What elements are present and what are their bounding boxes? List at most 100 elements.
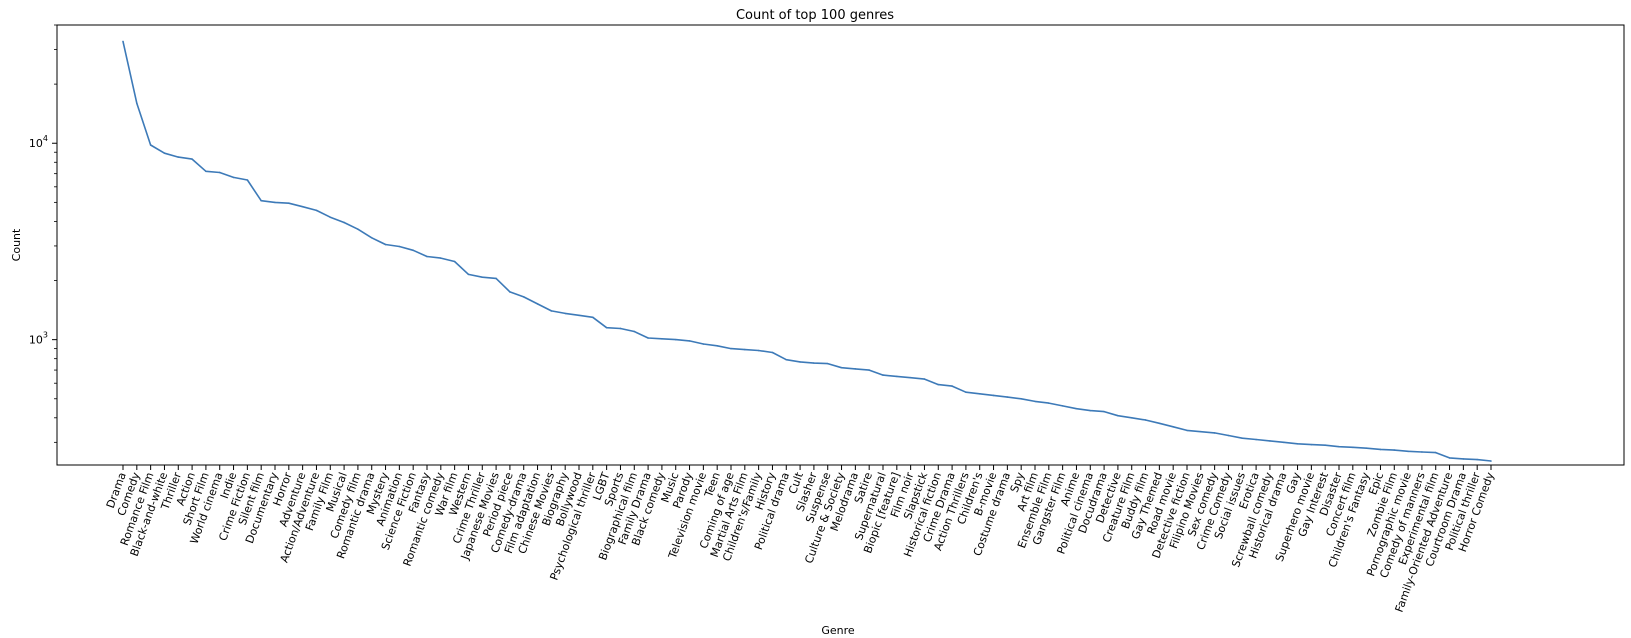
data-point bbox=[1490, 460, 1492, 462]
data-point bbox=[1448, 457, 1451, 459]
data-point bbox=[647, 337, 649, 339]
data-point bbox=[481, 276, 484, 278]
data-point bbox=[1020, 397, 1022, 400]
data-point bbox=[412, 249, 414, 252]
data-point bbox=[550, 310, 553, 312]
data-point bbox=[1269, 440, 1271, 442]
data-point bbox=[1255, 438, 1257, 441]
data-point bbox=[467, 273, 470, 276]
data-point bbox=[149, 144, 152, 146]
data-point bbox=[923, 378, 926, 380]
data-point bbox=[1434, 451, 1437, 454]
data-point bbox=[1462, 458, 1465, 460]
data-point bbox=[218, 171, 221, 174]
data-point bbox=[1296, 442, 1299, 445]
data-point bbox=[978, 392, 981, 395]
data-point bbox=[384, 243, 387, 246]
data-point bbox=[1089, 409, 1092, 412]
data-point bbox=[274, 201, 276, 204]
data-point bbox=[868, 369, 870, 371]
data-point bbox=[661, 337, 663, 340]
chart-title: Count of top 100 genres bbox=[736, 8, 894, 23]
data-point bbox=[826, 362, 829, 365]
data-point bbox=[301, 205, 304, 208]
data-point bbox=[1476, 458, 1478, 461]
data-point bbox=[453, 260, 456, 263]
series-layer bbox=[122, 40, 1492, 462]
data-point bbox=[398, 245, 401, 248]
data-point bbox=[896, 375, 898, 378]
data-point bbox=[633, 330, 636, 333]
data-point bbox=[1324, 444, 1326, 447]
data-point bbox=[122, 40, 124, 43]
data-point bbox=[1241, 437, 1244, 439]
data-point bbox=[343, 221, 345, 224]
data-point bbox=[1117, 414, 1119, 417]
data-point bbox=[674, 338, 677, 341]
data-point bbox=[605, 326, 608, 329]
data-point bbox=[1352, 446, 1354, 449]
data-point bbox=[716, 345, 718, 347]
data-point bbox=[260, 199, 262, 202]
data-point bbox=[1310, 443, 1313, 446]
data-point bbox=[1172, 425, 1174, 428]
data-point bbox=[177, 156, 180, 158]
data-point bbox=[315, 209, 318, 212]
data-point bbox=[854, 368, 857, 370]
data-point bbox=[205, 170, 207, 173]
data-point bbox=[1130, 416, 1133, 419]
data-point bbox=[426, 255, 428, 258]
data-point bbox=[1061, 405, 1064, 407]
data-point bbox=[702, 343, 705, 345]
data-point bbox=[909, 376, 912, 379]
data-point bbox=[495, 277, 497, 280]
data-point bbox=[136, 102, 138, 104]
data-point bbox=[813, 362, 815, 364]
data-point bbox=[592, 316, 594, 319]
data-point bbox=[1282, 441, 1285, 444]
data-point bbox=[992, 394, 995, 397]
data-point bbox=[840, 366, 843, 369]
data-point bbox=[1200, 430, 1202, 433]
y-axis: 103 104 bbox=[29, 24, 57, 443]
data-point bbox=[536, 303, 539, 305]
data-point bbox=[1144, 419, 1147, 421]
data-point bbox=[1407, 450, 1409, 453]
data-point bbox=[370, 237, 373, 239]
data-point bbox=[882, 374, 884, 376]
data-point bbox=[1393, 449, 1396, 451]
data-point bbox=[688, 340, 691, 342]
data-point bbox=[785, 358, 788, 361]
data-point bbox=[246, 179, 249, 181]
data-point bbox=[1379, 448, 1382, 451]
x-axis-label: Genre bbox=[821, 624, 855, 637]
data-point bbox=[965, 391, 967, 394]
data-point bbox=[771, 351, 774, 354]
data-point bbox=[163, 152, 166, 154]
data-point bbox=[1075, 407, 1078, 410]
data-point bbox=[1048, 402, 1050, 404]
data-point bbox=[799, 361, 801, 363]
y-axis-label: Count bbox=[10, 228, 23, 261]
data-point bbox=[522, 296, 525, 298]
data-point bbox=[329, 216, 332, 219]
data-point bbox=[1227, 434, 1230, 437]
data-point bbox=[1006, 396, 1009, 398]
data-point bbox=[1186, 429, 1188, 432]
data-point bbox=[1421, 451, 1423, 453]
data-point bbox=[191, 158, 193, 160]
data-point bbox=[1158, 422, 1161, 425]
data-point bbox=[440, 257, 442, 259]
y-tick-label: 103 bbox=[29, 331, 48, 347]
data-point bbox=[1034, 400, 1036, 403]
data-point bbox=[619, 327, 622, 330]
data-point bbox=[757, 349, 760, 352]
data-point bbox=[1103, 410, 1105, 413]
data-point bbox=[937, 383, 940, 386]
y-tick-label: 104 bbox=[29, 134, 48, 150]
data-point bbox=[1365, 447, 1368, 450]
data-point bbox=[564, 312, 566, 315]
data-point bbox=[509, 291, 511, 293]
